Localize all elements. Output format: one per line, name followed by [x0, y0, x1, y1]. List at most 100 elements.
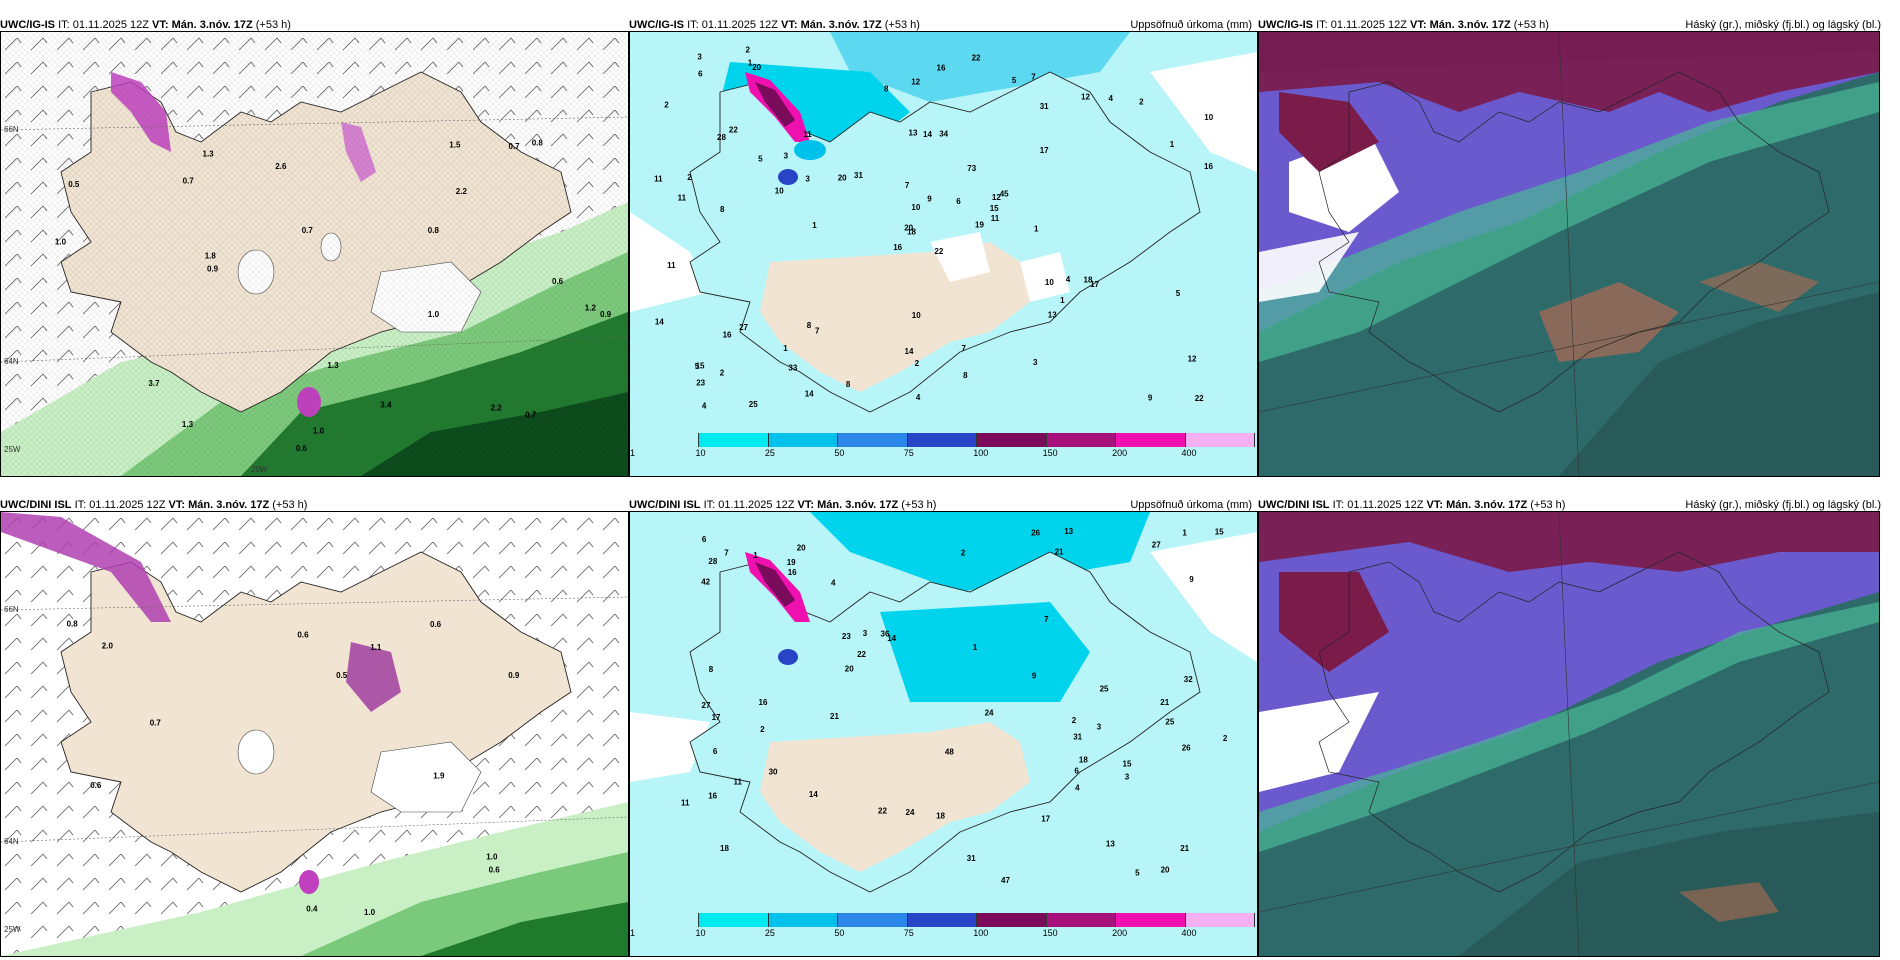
- value-label: 1.1: [370, 643, 382, 652]
- value-label: 2: [664, 101, 669, 110]
- value-label: 1.8: [205, 251, 217, 260]
- panel-dini-precip: UWC/DINI ISL IT: 01.11.2025 12Z VT: Mán.…: [629, 495, 1258, 960]
- panel-variable-title: Háský (gr.), miðský (fj.bl.) og lágský (…: [1685, 19, 1881, 31]
- value-label: 14: [905, 347, 914, 356]
- colorbar-label: 50: [834, 448, 845, 458]
- init-time: IT: 01.11.2025 12Z: [687, 19, 778, 31]
- value-label: 1: [753, 551, 758, 560]
- lead-time: (+53 h): [255, 19, 291, 31]
- value-label: 3.7: [148, 379, 160, 388]
- value-label: 1.5: [449, 140, 461, 149]
- value-label: 24: [906, 808, 915, 817]
- panel-dini-clouds: UWC/DINI ISL IT: 01.11.2025 12Z VT: Mán.…: [1258, 495, 1887, 960]
- value-label: 0.9: [207, 265, 219, 274]
- precip-values: 3125182014131621234742272821223248243630…: [681, 527, 1228, 885]
- value-label: 0.7: [509, 142, 521, 151]
- value-label: 17: [1090, 280, 1099, 289]
- value-label: 13: [909, 129, 918, 138]
- value-label: 5: [1012, 76, 1017, 85]
- value-label: 2: [687, 173, 692, 182]
- value-label: 1: [1060, 296, 1065, 305]
- map-cloud-cover[interactable]: [1258, 511, 1880, 957]
- colorbar-label: 10: [695, 448, 706, 458]
- map-wind-precip[interactable]: 66N 64N 25W 20W 0.5 0.7 0.8 1.0 0.7 0.6 1.0 0.9…: [0, 31, 629, 477]
- value-label: 20: [752, 63, 761, 72]
- colorbar-label: 100: [973, 448, 989, 458]
- value-label: 22: [729, 126, 738, 135]
- value-label: 0.7: [525, 410, 537, 419]
- value-label: 30: [769, 768, 778, 777]
- model-name: UWC/IG-IS: [629, 19, 684, 31]
- synop-values: 0.5 0.70.81.00.70.61.00.90.80.91.21.32.23…: [55, 139, 612, 454]
- valid-time: VT: Mán. 3.nóv. 17Z: [152, 19, 253, 31]
- value-label: 47: [1001, 876, 1010, 885]
- lead-time: (+53 h): [272, 499, 308, 511]
- value-label: 8: [963, 371, 968, 380]
- value-label: 18: [936, 811, 945, 820]
- value-label: 21: [1160, 698, 1169, 707]
- init-time: IT: 01.11.2025 12Z: [58, 19, 149, 31]
- value-label: 4: [1075, 784, 1080, 793]
- value-label: 18: [907, 227, 916, 236]
- value-label: 20: [845, 664, 854, 673]
- value-label: 19: [787, 558, 796, 567]
- colorbar-cell: [1116, 913, 1186, 927]
- value-label: 0.6: [296, 444, 308, 453]
- value-label: 17: [712, 713, 721, 722]
- map-wind-precip[interactable]: 66N 64N 25W 0.5 0.6 0.8 0.9 0.4 0.6 1.0 0.6 0.7 0…: [0, 511, 629, 957]
- value-label: 3: [805, 174, 810, 183]
- value-label: 10: [1204, 113, 1213, 122]
- panel-header: UWC/IG-IS IT: 01.11.2025 12Z VT: Mán. 3.…: [1258, 15, 1887, 35]
- value-label: 25: [1165, 717, 1174, 726]
- value-label: 14: [809, 790, 818, 799]
- value-label: 14: [655, 317, 664, 326]
- value-label: 4: [916, 393, 921, 402]
- value-label: 27: [1152, 541, 1161, 550]
- value-label: 0.6: [297, 631, 309, 640]
- value-label: 9: [927, 194, 932, 203]
- value-label: 10: [912, 311, 921, 320]
- colorbar-label: 200: [1112, 448, 1128, 458]
- value-label: 7: [815, 326, 820, 335]
- value-label: 1.9: [433, 771, 445, 780]
- map-accumulated-precip[interactable]: 31 25 18 20 14 13 16 21 23 47 42 27 28 21 22 32 48 24 36 30…: [629, 511, 1258, 957]
- model-name: UWC/DINI ISL: [0, 499, 72, 511]
- value-label: 12: [1081, 93, 1090, 102]
- value-label: 11: [667, 261, 676, 270]
- value-label: 1: [812, 221, 817, 230]
- value-label: 14: [887, 634, 896, 643]
- value-label: 26: [1182, 743, 1191, 752]
- value-label: 9: [1148, 394, 1153, 403]
- colorbar-label: 200: [1112, 928, 1128, 938]
- value-label: 17: [1040, 146, 1049, 155]
- colorbar-cell: [1046, 913, 1117, 927]
- value-label: 2: [1139, 97, 1144, 106]
- value-label: 1.0: [313, 427, 325, 436]
- colorbar-label: 75: [903, 928, 914, 938]
- model-name: UWC/DINI ISL: [629, 499, 701, 511]
- map-accumulated-precip[interactable]: 22 28 18 15 12 7 7 34 31 19 20 22 8 10 16 17 25 13 73 27 31 2…: [629, 31, 1258, 477]
- lead-time: (+53 h): [1530, 499, 1566, 511]
- panel-ig-precip: UWC/IG-IS IT: 01.11.2025 12Z VT: Mán. 3.…: [629, 15, 1258, 480]
- value-label: 1: [748, 59, 753, 68]
- init-time: IT: 01.11.2025 12Z: [74, 499, 166, 511]
- value-label: 28: [708, 557, 717, 566]
- value-label: 16: [759, 698, 768, 707]
- value-label: 9: [1032, 671, 1037, 680]
- value-label: 1: [1170, 140, 1175, 149]
- value-label: 14: [805, 389, 814, 398]
- colorbar-cell: [1185, 913, 1255, 927]
- value-label: 24: [985, 709, 994, 718]
- value-label: 3: [1097, 723, 1102, 732]
- panel-ig-clouds: UWC/IG-IS IT: 01.11.2025 12Z VT: Mán. 3.…: [1258, 15, 1887, 480]
- value-label: 8: [846, 380, 851, 389]
- valid-time: VT: Mán. 3.nóv. 17Z: [797, 499, 899, 511]
- map-cloud-cover[interactable]: [1258, 31, 1880, 477]
- value-label: 25: [1100, 685, 1109, 694]
- value-label: 17: [1041, 815, 1050, 824]
- model-name: UWC/IG-IS: [1258, 19, 1313, 31]
- value-label: 15: [1215, 528, 1224, 537]
- value-label: 5: [758, 155, 763, 164]
- value-label: 16: [723, 331, 732, 340]
- value-label: 48: [945, 748, 954, 757]
